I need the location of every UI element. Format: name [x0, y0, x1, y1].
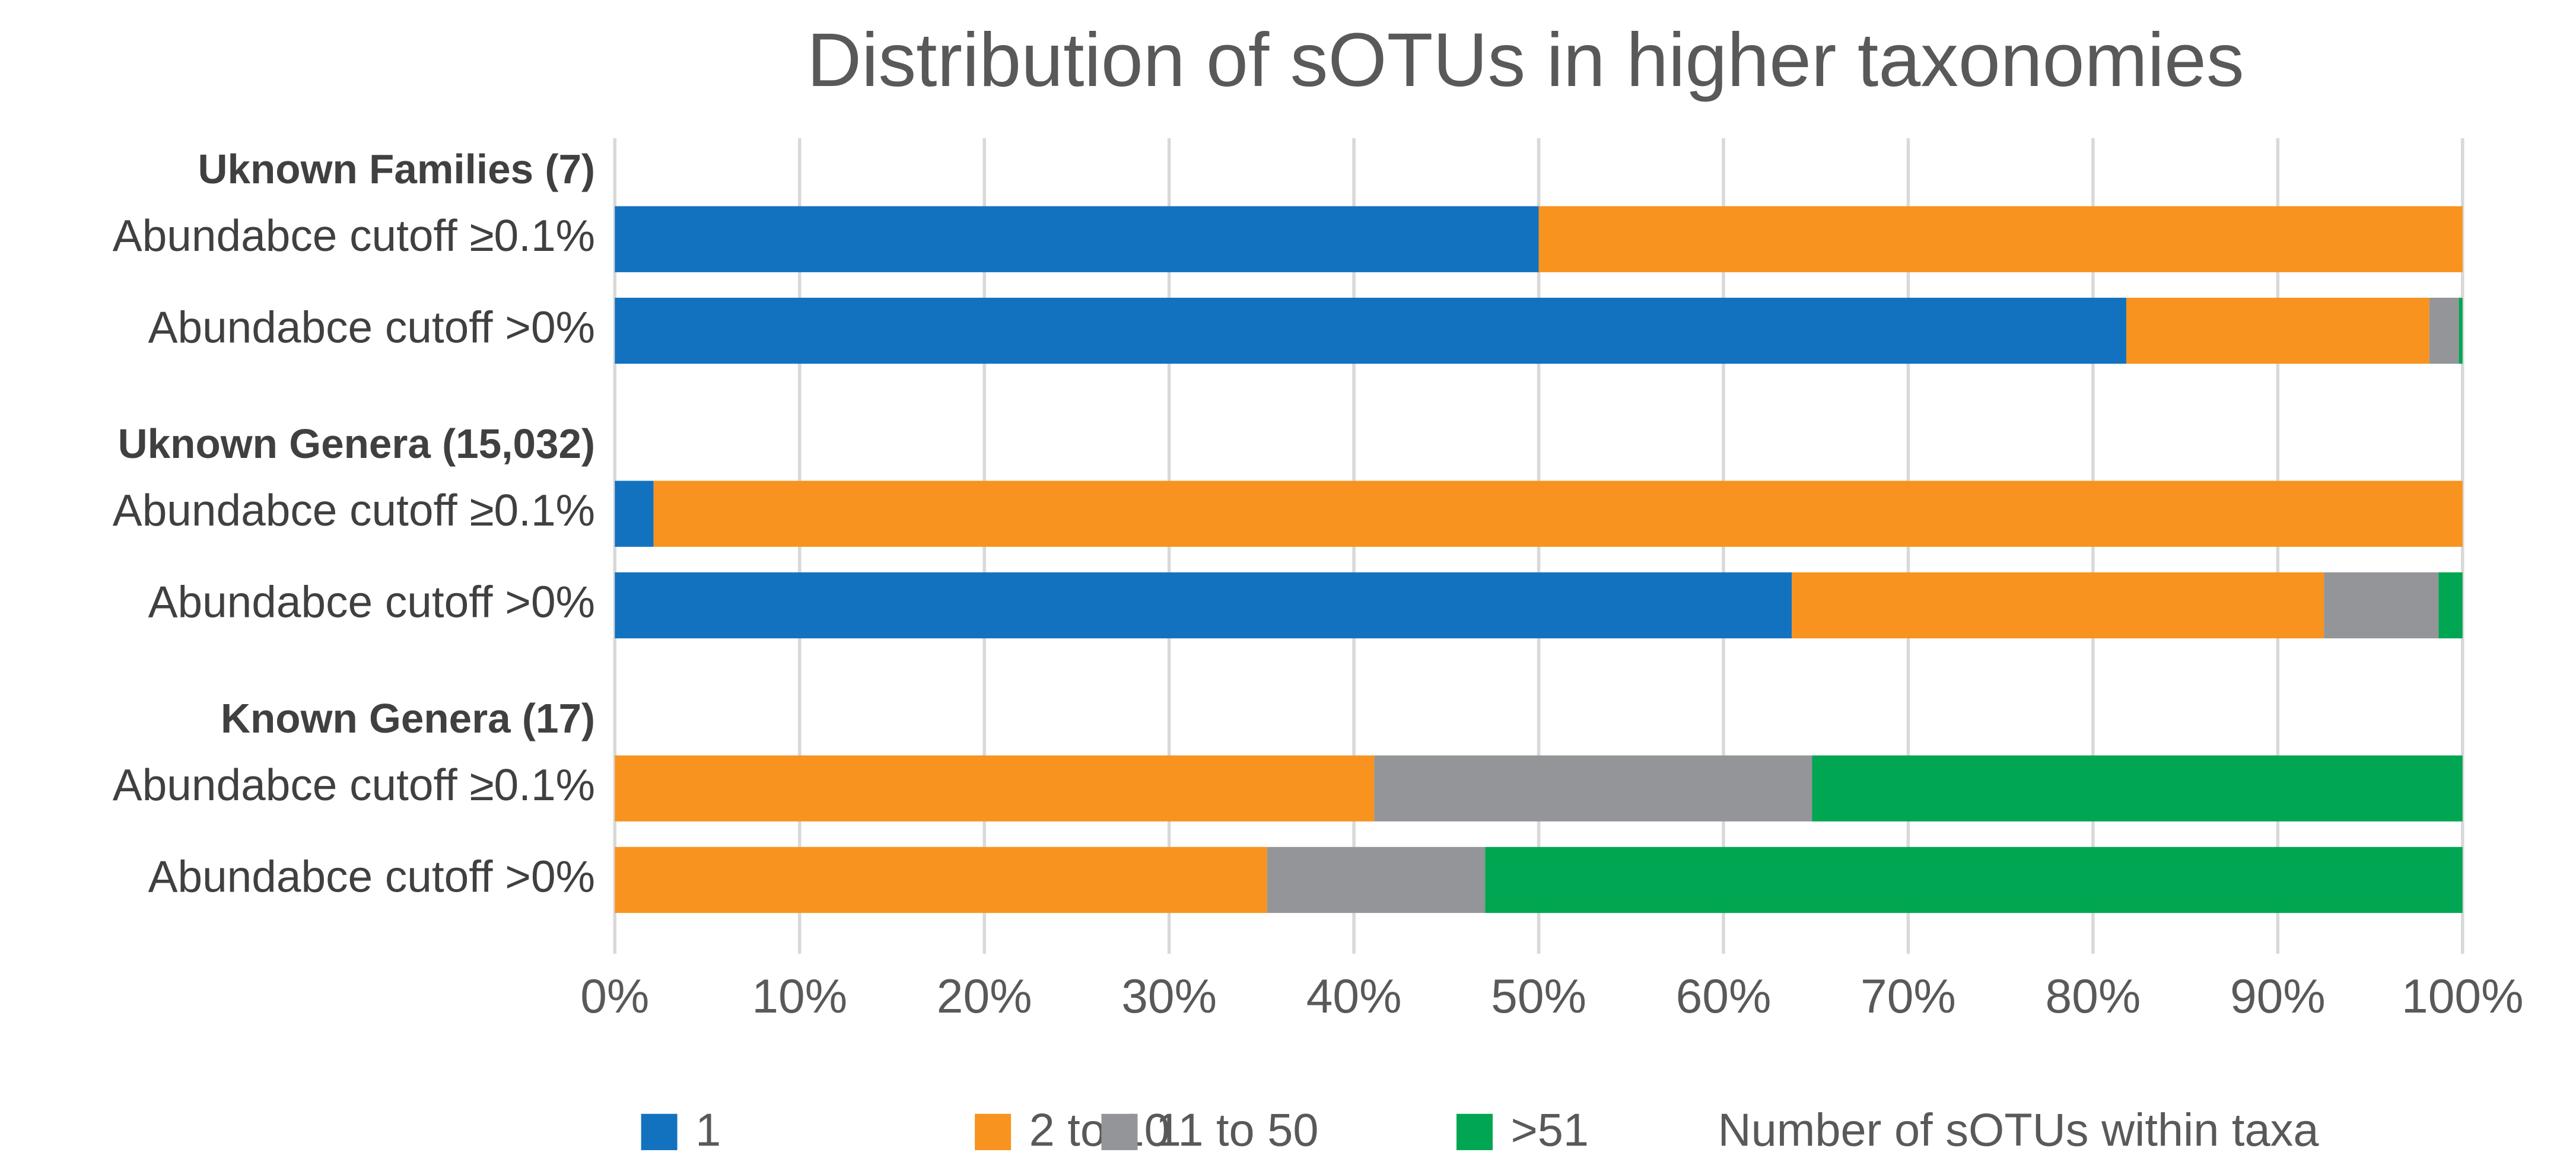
- legend-swatch: [975, 1113, 1012, 1150]
- x-tick-label: 10%: [752, 970, 847, 1023]
- bar-segment: [615, 206, 1539, 272]
- bar-segment: [2438, 572, 2463, 639]
- group-label: Known Genera (17): [221, 695, 595, 741]
- legend-label: 2 to 10: [1029, 1105, 1170, 1156]
- x-tick-label: 100%: [2402, 970, 2523, 1023]
- x-tick-label: 80%: [2046, 970, 2141, 1023]
- bar-segment: [1485, 846, 2463, 913]
- bar-segment: [615, 755, 1375, 822]
- x-tick-label: 30%: [1121, 970, 1217, 1023]
- bar-segment: [615, 846, 1267, 913]
- legend-title: Number of sOTUs within taxa: [1718, 1105, 2320, 1156]
- bar-segment: [653, 480, 2463, 547]
- legend-label: 1: [695, 1105, 721, 1156]
- chart-title: Distribution of sOTUs in higher taxonomi…: [807, 18, 2244, 103]
- y-tick-label: Abundabce cutoff >0%: [148, 302, 595, 352]
- legend-swatch: [1101, 1113, 1138, 1150]
- x-tick-label: 20%: [937, 970, 1032, 1023]
- x-tick-label: 70%: [1861, 970, 1956, 1023]
- bar-segment: [615, 297, 2126, 364]
- bar-segment: [2429, 297, 2459, 364]
- bar-segment: [1374, 755, 1812, 822]
- y-tick-label: Abundabce cutoff >0%: [148, 577, 595, 626]
- x-tick-label: 50%: [1491, 970, 1586, 1023]
- legend-label: 11 to 50: [1156, 1105, 1319, 1156]
- bar-segment: [615, 572, 1792, 639]
- legend-label: >51: [1510, 1105, 1589, 1156]
- legend-swatch: [1456, 1113, 1493, 1150]
- y-tick-label: Abundabce cutoff ≥0.1%: [113, 485, 595, 535]
- group-label: Uknown Families (7): [198, 146, 595, 192]
- x-tick-label: 0%: [580, 970, 649, 1023]
- bar-segment: [1812, 755, 2463, 822]
- bar-segment: [1538, 206, 2463, 272]
- bar-segment: [615, 480, 654, 547]
- x-tick-label: 40%: [1306, 970, 1402, 1023]
- y-tick-label: Abundabce cutoff ≥0.1%: [113, 760, 595, 810]
- bar-segment: [2126, 297, 2429, 364]
- y-tick-label: Abundabce cutoff >0%: [148, 851, 595, 901]
- y-tick-label: Abundabce cutoff ≥0.1%: [113, 211, 595, 260]
- bar-segment: [1267, 846, 1486, 913]
- legend-swatch: [641, 1113, 678, 1150]
- x-tick-label: 90%: [2230, 970, 2326, 1023]
- group-label: Uknown Genera (15,032): [118, 421, 595, 467]
- x-tick-label: 60%: [1676, 970, 1772, 1023]
- bar-segment: [1792, 572, 2324, 639]
- bar-segment: [2459, 297, 2463, 364]
- bar-segment: [2324, 572, 2439, 639]
